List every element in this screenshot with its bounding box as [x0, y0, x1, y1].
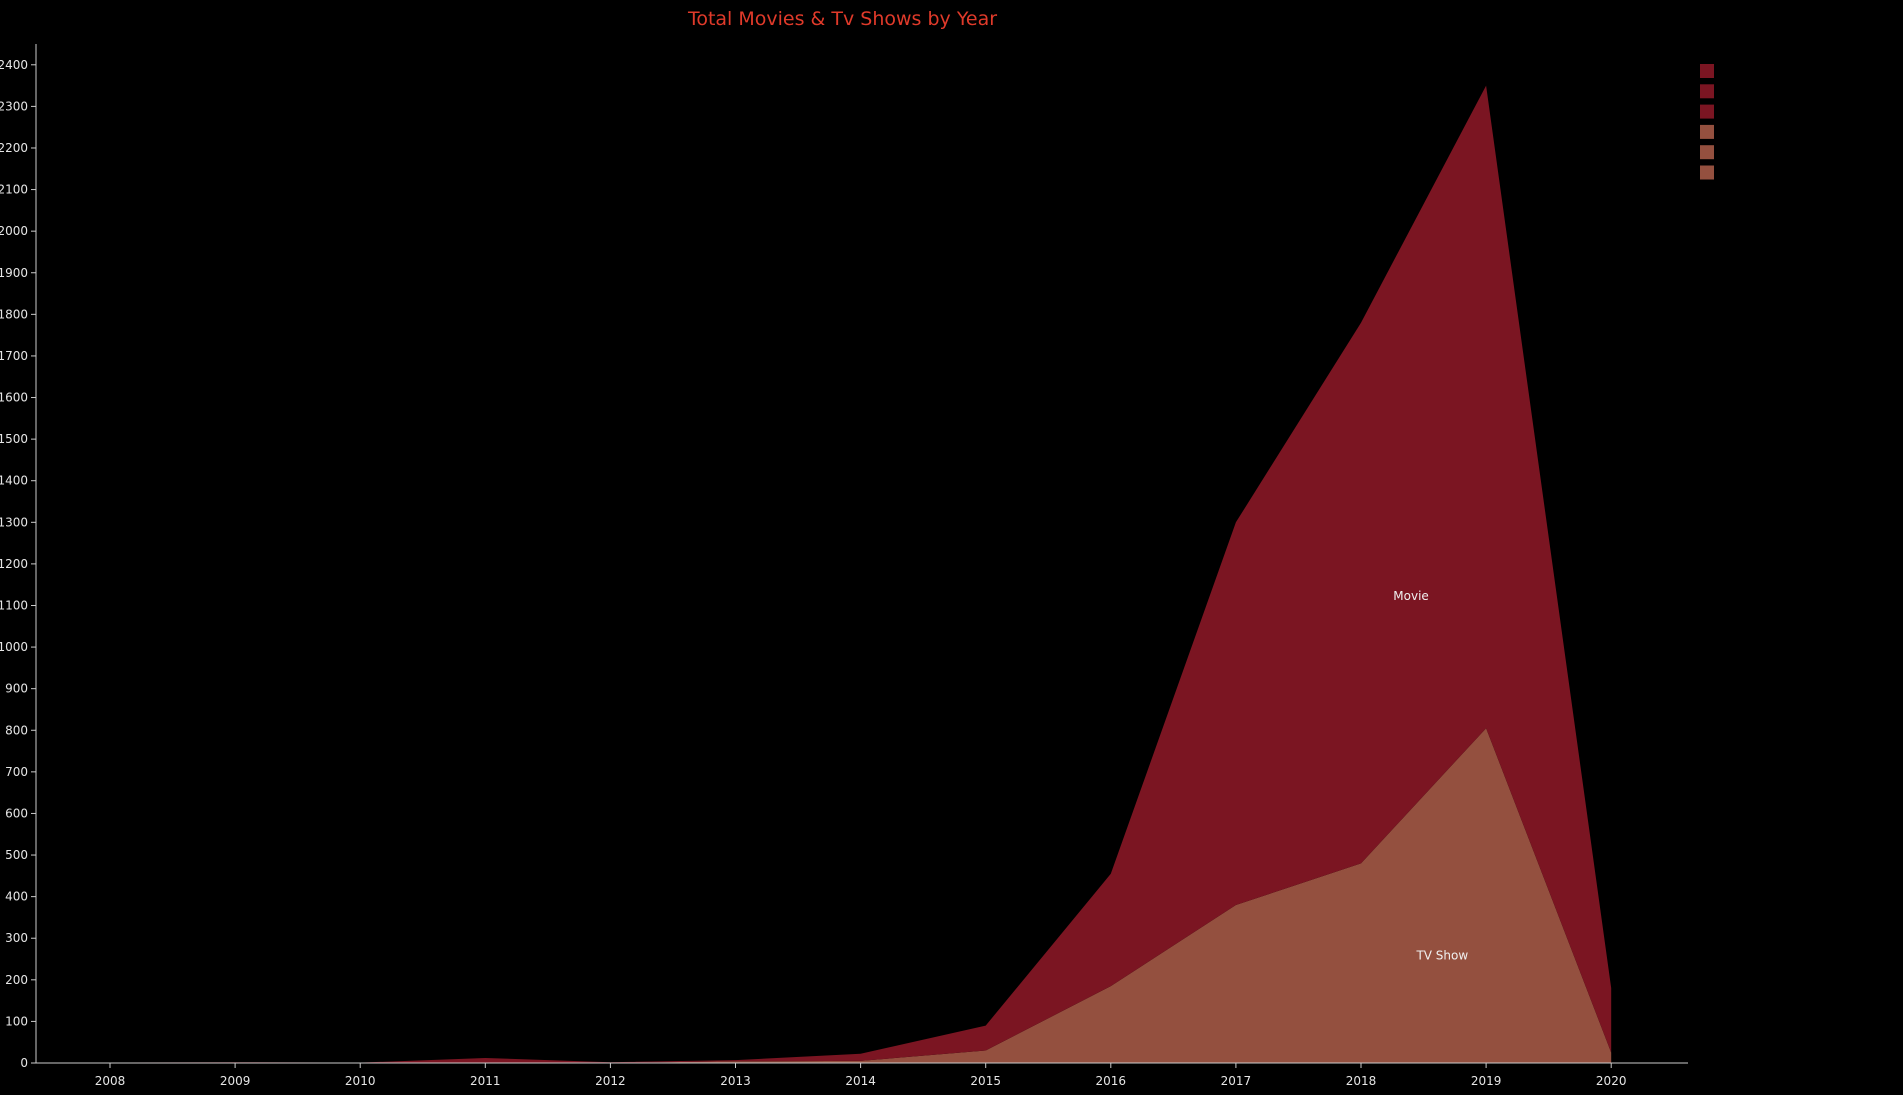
x-tick-label: 2020 [1596, 1074, 1627, 1088]
chart-title: Total Movies & Tv Shows by Year [687, 8, 998, 30]
x-tick-label: 2008 [95, 1074, 126, 1088]
x-tick-label: 2019 [1471, 1074, 1502, 1088]
y-tick-label: 1900 [0, 266, 28, 280]
series-label: TV Show [1415, 948, 1468, 962]
y-tick-label: 1700 [0, 349, 28, 363]
x-tick-label: 2012 [595, 1074, 626, 1088]
y-tick-label: 1500 [0, 432, 28, 446]
x-tick-label: 2017 [1221, 1074, 1252, 1088]
y-tick-label: 2400 [0, 58, 28, 72]
y-tick-label: 2000 [0, 224, 28, 238]
x-tick-label: 2016 [1096, 1074, 1127, 1088]
y-tick-label: 1000 [0, 640, 28, 654]
y-tick-label: 1300 [0, 515, 28, 529]
x-tick-label: 2009 [220, 1074, 251, 1088]
legend [1700, 64, 1714, 180]
y-tick-label: 1400 [0, 474, 28, 488]
y-tick-label: 1100 [0, 598, 28, 612]
y-tick-label: 2200 [0, 141, 28, 155]
area-tv-show [110, 728, 1612, 1063]
y-tick-label: 400 [5, 890, 28, 904]
y-tick-label: 900 [5, 682, 28, 696]
y-tick-label: 1200 [0, 557, 28, 571]
area-movie [110, 85, 1612, 1064]
y-tick-label: 0 [20, 1056, 28, 1070]
y-tick-label: 800 [5, 723, 28, 737]
x-tick-label: 2015 [970, 1074, 1001, 1088]
y-tick-label: 2100 [0, 183, 28, 197]
legend-swatch [1700, 145, 1714, 160]
legend-swatch [1700, 165, 1714, 180]
y-tick-label: 600 [5, 806, 28, 820]
y-tick-label: 300 [5, 931, 28, 945]
x-tick-label: 2013 [720, 1074, 751, 1088]
series-labels: TV Show Movie [1393, 589, 1468, 963]
y-tick-label: 200 [5, 973, 28, 987]
area-layer [110, 85, 1612, 1064]
x-tick-label: 2010 [345, 1074, 376, 1088]
axes-layer: 0 100 200 300 400 500 600 700 800 900 1000 1100 1200… [0, 44, 1688, 1088]
x-tick-label: 2011 [470, 1074, 501, 1088]
legend-swatch [1700, 84, 1714, 99]
legend-swatch [1700, 104, 1714, 119]
y-tick-label: 1800 [0, 307, 28, 321]
x-tick-label: 2018 [1346, 1074, 1377, 1088]
y-tick-label: 500 [5, 848, 28, 862]
y-tick-label: 1600 [0, 391, 28, 405]
legend-swatch [1700, 64, 1714, 78]
x-tick-label: 2014 [845, 1074, 876, 1088]
series-label: Movie [1393, 589, 1429, 603]
y-tick-label: 2300 [0, 99, 28, 113]
y-tick-label: 700 [5, 765, 28, 779]
legend-swatch [1700, 124, 1714, 139]
y-tick-label: 100 [5, 1014, 28, 1028]
